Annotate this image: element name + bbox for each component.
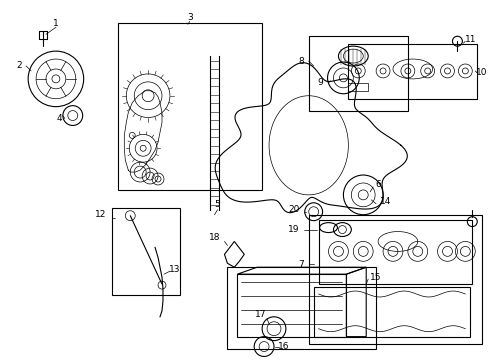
Bar bbox=[118, 23, 262, 190]
Text: 12: 12 bbox=[95, 210, 106, 219]
Bar bbox=[313, 287, 469, 337]
Text: 3: 3 bbox=[186, 13, 192, 22]
Text: 2: 2 bbox=[17, 62, 22, 71]
Text: 7: 7 bbox=[297, 260, 303, 269]
Text: 6: 6 bbox=[374, 180, 380, 189]
Bar bbox=[308, 215, 481, 343]
Text: 17: 17 bbox=[255, 310, 266, 319]
Text: 15: 15 bbox=[369, 273, 381, 282]
Text: 4: 4 bbox=[56, 114, 61, 123]
Bar bbox=[308, 36, 407, 111]
Text: 14: 14 bbox=[380, 197, 391, 206]
Bar bbox=[347, 44, 476, 99]
Text: 19: 19 bbox=[287, 225, 299, 234]
Bar bbox=[227, 267, 375, 348]
Bar bbox=[112, 208, 180, 295]
Text: 16: 16 bbox=[278, 342, 289, 351]
Text: 20: 20 bbox=[287, 205, 299, 214]
Bar bbox=[347, 83, 367, 91]
Text: 11: 11 bbox=[464, 35, 475, 44]
Text: 1: 1 bbox=[53, 19, 59, 28]
Text: 5: 5 bbox=[214, 200, 220, 209]
Text: 8: 8 bbox=[297, 57, 303, 66]
Text: 10: 10 bbox=[475, 68, 487, 77]
Text: 13: 13 bbox=[169, 265, 180, 274]
Text: 18: 18 bbox=[208, 233, 220, 242]
Text: 9: 9 bbox=[317, 78, 323, 87]
